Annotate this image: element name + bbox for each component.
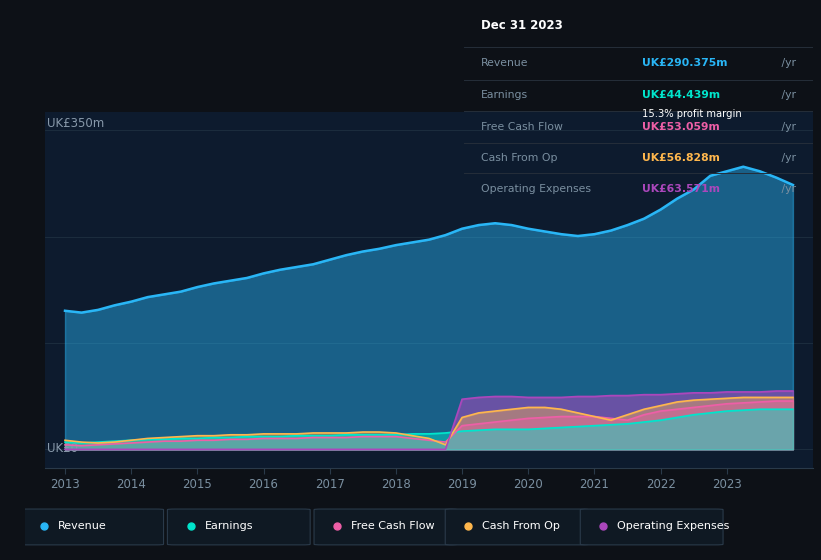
FancyBboxPatch shape (21, 509, 163, 545)
Text: Cash From Op: Cash From Op (481, 153, 557, 163)
Text: UK£63.571m: UK£63.571m (642, 184, 720, 194)
FancyBboxPatch shape (580, 509, 723, 545)
Text: UK£290.375m: UK£290.375m (642, 58, 727, 68)
Text: UK£56.828m: UK£56.828m (642, 153, 720, 163)
Text: /yr: /yr (778, 122, 796, 132)
Text: UK£44.439m: UK£44.439m (642, 90, 720, 100)
Text: /yr: /yr (778, 184, 796, 194)
Text: Operating Expenses: Operating Expenses (481, 184, 591, 194)
Text: /yr: /yr (778, 58, 796, 68)
FancyBboxPatch shape (445, 509, 588, 545)
FancyBboxPatch shape (314, 509, 456, 545)
Text: UK£53.059m: UK£53.059m (642, 122, 719, 132)
Text: Dec 31 2023: Dec 31 2023 (481, 19, 563, 32)
Text: UK£0: UK£0 (47, 441, 78, 455)
Text: Earnings: Earnings (481, 90, 529, 100)
Text: 15.3% profit margin: 15.3% profit margin (642, 109, 741, 119)
Text: /yr: /yr (778, 153, 796, 163)
FancyBboxPatch shape (167, 509, 310, 545)
Text: UK£350m: UK£350m (47, 118, 104, 130)
Text: /yr: /yr (778, 90, 796, 100)
Text: Revenue: Revenue (481, 58, 529, 68)
Text: Operating Expenses: Operating Expenses (617, 521, 730, 531)
Text: Free Cash Flow: Free Cash Flow (481, 122, 563, 132)
Text: Cash From Op: Cash From Op (482, 521, 560, 531)
Text: Revenue: Revenue (57, 521, 107, 531)
Text: Earnings: Earnings (204, 521, 253, 531)
Text: Free Cash Flow: Free Cash Flow (351, 521, 434, 531)
